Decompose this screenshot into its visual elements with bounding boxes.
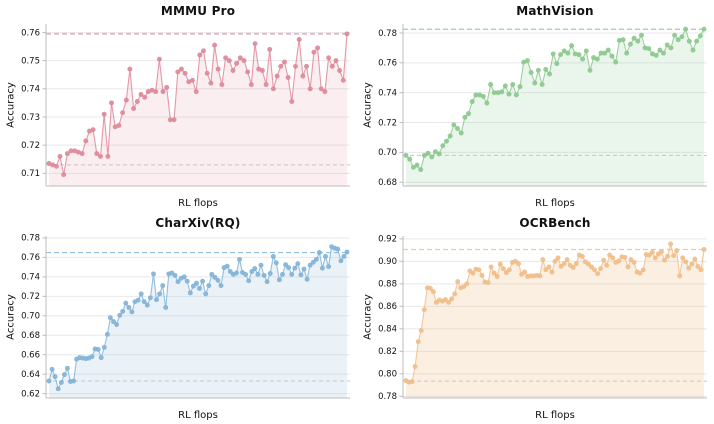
y-tick-label: 0.88 [378,280,397,290]
plot-area-ocrbench: 0.78 0.80 0.82 0.84 0.86 0.88 0.90 0.92 [378,235,707,402]
y-tick-label: 0.78 [21,234,40,244]
y-tick-label: 0.72 [21,141,40,151]
y-tick-label: 0.74 [378,88,397,98]
y-tick-label: 0.70 [21,312,40,322]
y-tick-label: 0.74 [21,85,40,95]
plot-area-mathvision: 0.68 0.70 0.72 0.74 0.76 0.78 [378,24,707,188]
chart-mathvision: MathVision Accuracy 0.68 0.70 0.72 0.74 0.76… [357,0,714,212]
plot-area-mmmu-pro: 0.71 0.72 0.73 0.74 0.75 0.76 [21,24,350,187]
y-tick-label: 0.76 [21,28,40,38]
y-tick-label: 0.72 [378,118,397,128]
y-tick-label: 0.71 [21,169,40,179]
chart-ocrbench: OCRBench Accuracy 0.78 0.80 0.82 0.84 0.86 0.… [357,212,714,424]
y-tick-label: 0.82 [378,347,397,357]
y-tick-label: 0.90 [378,257,397,267]
x-axis-label: RL flops [178,198,218,209]
y-tick-label: 0.66 [21,351,40,361]
y-tick-label: 0.74 [21,273,40,283]
x-axis-label: RL flops [535,410,575,421]
y-tick-label: 0.80 [378,370,397,380]
y-tick-label: 0.92 [378,235,397,245]
chart-title-charxiv-rq: CharXiv(RQ) [155,216,241,230]
y-tick-label: 0.73 [21,113,40,123]
plot-area-charxiv-rq: 0.62 0.64 0.66 0.68 0.70 0.72 0.74 0.76 0.78 [21,234,350,399]
x-axis-label: RL flops [535,198,575,209]
y-tick-label: 0.70 [378,148,397,158]
y-tick-label: 0.76 [21,253,40,263]
y-tick-label: 0.64 [21,370,40,380]
y-tick-label: 0.68 [378,178,397,188]
x-axis-label: RL flops [178,410,218,421]
y-tick-label: 0.86 [378,302,397,312]
y-tick-label: 0.78 [378,392,397,402]
y-tick-label: 0.68 [21,331,40,341]
y-tick-label: 0.75 [21,56,40,66]
chart-mmmu-pro: MMMU Pro Accuracy 0.71 0.72 0.73 0.74 0.75 0.… [0,0,357,212]
y-tick-label: 0.78 [378,29,397,39]
chart-charxiv-rq: CharXiv(RQ) Accuracy 0.62 0.64 0.66 0.68 0.7… [0,212,357,424]
y-tick-label: 0.72 [21,292,40,302]
y-tick-label: 0.62 [21,389,40,399]
chart-title-mathvision: MathVision [516,4,594,18]
chart-title-ocrbench: OCRBench [519,216,591,230]
y-tick-label: 0.76 [378,59,397,69]
y-tick-label: 0.84 [378,325,397,335]
chart-title-mmmu-pro: MMMU Pro [160,4,236,18]
